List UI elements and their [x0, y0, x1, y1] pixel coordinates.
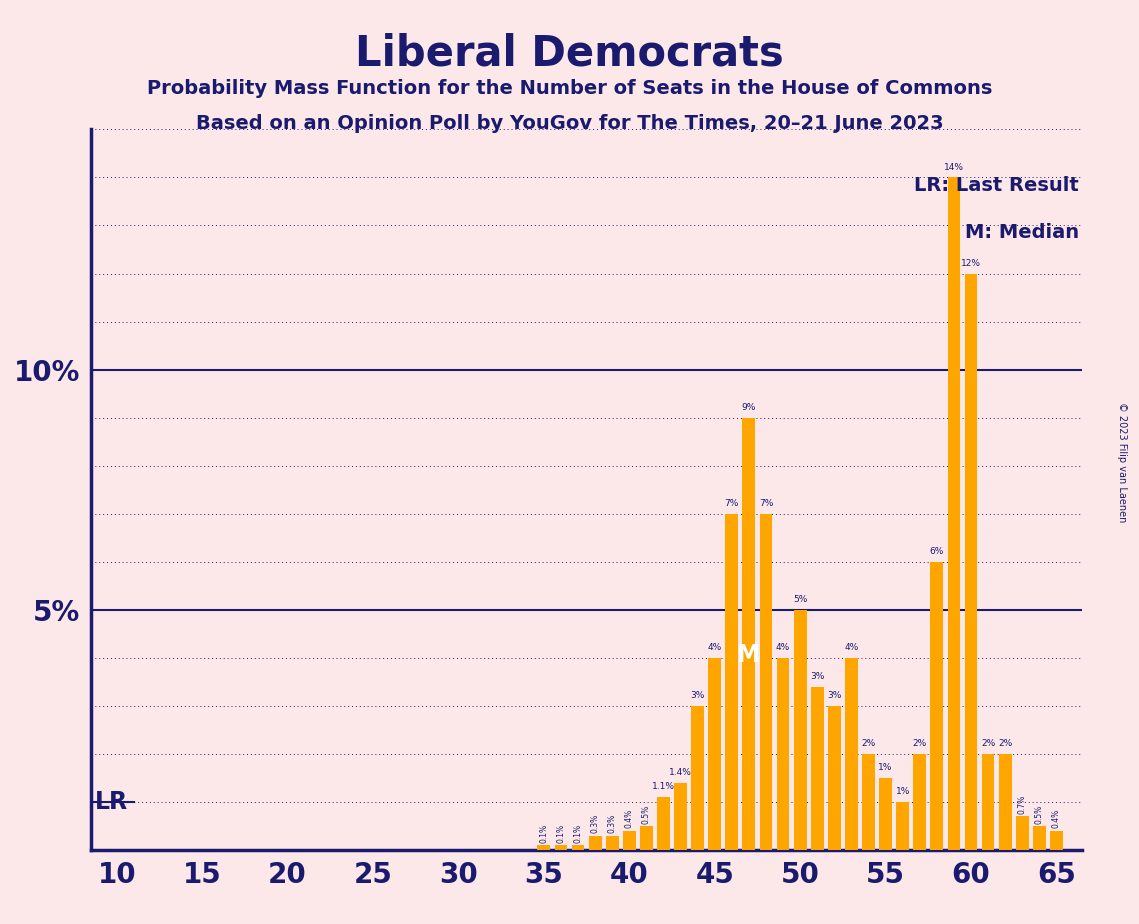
Text: 12%: 12%	[961, 259, 981, 268]
Text: 1.1%: 1.1%	[652, 783, 675, 792]
Text: 3%: 3%	[810, 672, 825, 681]
Bar	[913, 754, 926, 850]
Bar	[896, 802, 909, 850]
Bar	[965, 274, 977, 850]
Bar	[1016, 817, 1029, 850]
Text: 0.1%: 0.1%	[557, 824, 565, 843]
Text: 1%: 1%	[895, 787, 910, 796]
Bar	[623, 831, 636, 850]
Bar	[1050, 831, 1063, 850]
Text: 0.1%: 0.1%	[540, 824, 548, 843]
Bar	[708, 658, 721, 850]
Text: 0.3%: 0.3%	[608, 814, 616, 833]
Bar	[999, 754, 1011, 850]
Text: 1%: 1%	[878, 763, 893, 772]
Bar	[538, 845, 550, 850]
Text: 4%: 4%	[776, 643, 790, 652]
Bar	[794, 610, 806, 850]
Text: 0.3%: 0.3%	[591, 814, 599, 833]
Text: 0.4%: 0.4%	[1052, 809, 1060, 829]
Text: 4%: 4%	[707, 643, 722, 652]
Text: 4%: 4%	[844, 643, 859, 652]
Text: LR: LR	[95, 790, 128, 814]
Text: 0.5%: 0.5%	[642, 805, 650, 823]
Bar	[726, 514, 738, 850]
Bar	[1033, 826, 1046, 850]
Text: © 2023 Filip van Laenen: © 2023 Filip van Laenen	[1117, 402, 1126, 522]
Text: 2%: 2%	[981, 739, 995, 748]
Text: LR: Last Result: LR: Last Result	[913, 176, 1079, 195]
Bar	[931, 562, 943, 850]
Bar	[589, 835, 601, 850]
Text: Probability Mass Function for the Number of Seats in the House of Commons: Probability Mass Function for the Number…	[147, 79, 992, 98]
Text: 2%: 2%	[998, 739, 1013, 748]
Bar	[811, 687, 823, 850]
Bar	[657, 797, 670, 850]
Text: 0.7%: 0.7%	[1018, 795, 1026, 814]
Text: 6%: 6%	[929, 547, 944, 556]
Text: 1.4%: 1.4%	[669, 768, 693, 777]
Text: 9%: 9%	[741, 403, 756, 412]
Text: 7%: 7%	[724, 499, 739, 508]
Bar	[691, 706, 704, 850]
Text: 3%: 3%	[827, 691, 842, 700]
Bar	[777, 658, 789, 850]
Text: 14%: 14%	[944, 163, 964, 172]
Text: 3%: 3%	[690, 691, 705, 700]
Text: 2%: 2%	[861, 739, 876, 748]
Text: Liberal Democrats: Liberal Democrats	[355, 32, 784, 74]
Bar	[760, 514, 772, 850]
Text: 7%: 7%	[759, 499, 773, 508]
Bar	[743, 418, 755, 850]
Text: 2%: 2%	[912, 739, 927, 748]
Bar	[982, 754, 994, 850]
Text: 5%: 5%	[793, 595, 808, 604]
Text: 0.5%: 0.5%	[1035, 805, 1043, 823]
Text: M: Median: M: Median	[965, 223, 1079, 242]
Bar	[674, 783, 687, 850]
Text: Based on an Opinion Poll by YouGov for The Times, 20–21 June 2023: Based on an Opinion Poll by YouGov for T…	[196, 114, 943, 133]
Bar	[606, 835, 618, 850]
Text: M: M	[737, 643, 761, 667]
Bar	[828, 706, 841, 850]
Bar	[879, 778, 892, 850]
Bar	[555, 845, 567, 850]
Bar	[572, 845, 584, 850]
Bar	[845, 658, 858, 850]
Bar	[948, 177, 960, 850]
Text: 0.4%: 0.4%	[625, 809, 633, 829]
Bar	[640, 826, 653, 850]
Text: 0.1%: 0.1%	[574, 824, 582, 843]
Bar	[862, 754, 875, 850]
